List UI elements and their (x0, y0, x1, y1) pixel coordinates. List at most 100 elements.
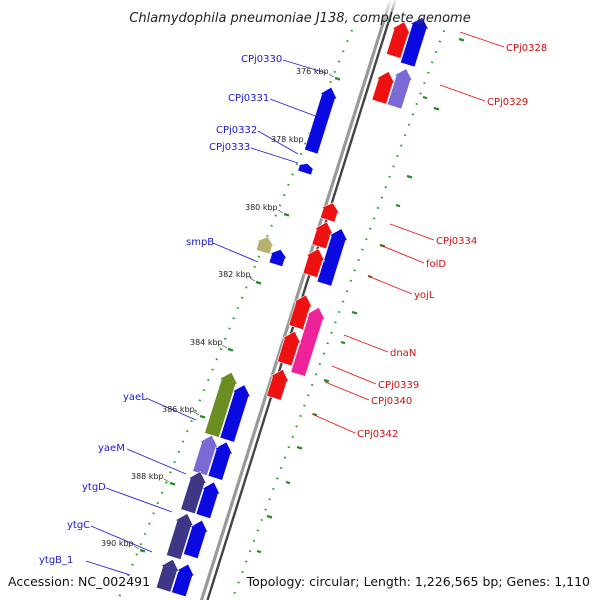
gene-label-cpj0333[interactable]: CPj0333 (209, 142, 250, 153)
gene-label-ytgb-1[interactable]: ytgB_1 (39, 555, 73, 566)
gene-label-cpj0334[interactable]: CPj0334 (436, 236, 477, 247)
kbp-tick-right-8 (266, 514, 273, 519)
gene-label-ytgd[interactable]: ytgD (82, 482, 106, 493)
kbp-label-378: 378 kbp (271, 135, 304, 144)
kbp-label-388: 388 kbp (131, 472, 164, 481)
minor-tick-right-4 (340, 340, 346, 345)
label-line-dnan (343, 334, 389, 353)
gene-arrow-cpj0329-b (386, 68, 413, 110)
gene-arrow-yaem-l (192, 434, 219, 476)
kbp-tick-left-376 (334, 76, 341, 81)
gene-arrow-fold (316, 228, 349, 287)
label-line-cpj0332 (257, 130, 299, 155)
gene-arrow-ytgc (183, 519, 209, 560)
gene-arrow-ytgd-n (180, 471, 208, 515)
kbp-label-382: 382 kbp (218, 270, 251, 279)
gene-arrow-yael-g (204, 371, 239, 438)
gene-arrow-yael (219, 384, 252, 443)
gene-label-dnan[interactable]: dnaN (390, 348, 416, 359)
gene-label-cpj0329[interactable]: CPj0329 (487, 97, 528, 108)
kbp-connector-382 (249, 277, 256, 282)
label-line-cpj0333 (250, 147, 299, 164)
gene-arrow-smpb-k (255, 236, 275, 255)
gene-label-yojl[interactable]: yojL (414, 290, 435, 301)
kbp-label-390: 390 kbp (101, 539, 134, 548)
gene-label-cpj0340[interactable]: CPj0340 (371, 396, 412, 407)
genome-summary-text: Topology: circular; Length: 1,226,565 bp… (246, 574, 590, 589)
gene-label-cpj0330[interactable]: CPj0330 (241, 54, 282, 65)
label-line-fold (379, 244, 425, 264)
kbp-connector-388 (163, 478, 170, 483)
gene-label-cpj0328[interactable]: CPj0328 (506, 43, 547, 54)
gene-arrow-dnan (288, 294, 313, 331)
label-line-ytgb-1 (85, 560, 131, 576)
kbp-tick-left-388 (169, 481, 176, 486)
label-line-cpj0328 (459, 31, 505, 48)
labels-layer: 376 kbp 378 kbp 380 kbp 382 kbp 384 kbp … (39, 43, 547, 566)
gene-arrow-ytgd (195, 481, 221, 519)
title-fade-overlay (0, 0, 600, 24)
label-line-smpb (212, 242, 259, 263)
gene-arrow-ytgb-n (155, 558, 180, 593)
genome-title: Chlamydophila pneumoniae J138, complete … (129, 11, 470, 26)
label-line-cpj0331 (269, 98, 319, 118)
gene-arrow-dnan-p (290, 306, 326, 377)
kbp-ticks-layer (133, 37, 465, 554)
kbp-tick-left-390 (139, 548, 146, 553)
gene-arrow-cpj0334-b (311, 221, 334, 250)
gene-arrow-ytgb (171, 563, 195, 598)
gene-label-smpb[interactable]: smpB (186, 237, 214, 248)
gene-label-yaem[interactable]: yaeM (98, 443, 125, 454)
gene-label-fold[interactable]: folD (426, 259, 446, 270)
kbp-tick-left-382 (255, 280, 262, 285)
gene-label-ytgc[interactable]: ytgC (67, 520, 90, 531)
minor-tick-right-7 (256, 549, 262, 554)
gene-label-cpj0339[interactable]: CPj0339 (378, 380, 419, 391)
minor-tick-right-1 (422, 95, 428, 100)
label-line-ytgd (105, 487, 173, 513)
label-line-cpj0329 (439, 84, 486, 102)
label-line-cpj0330 (282, 59, 327, 74)
kbp-tick-left-386 (199, 414, 206, 419)
kbp-connector-390 (133, 545, 140, 550)
kbp-tick-right-1 (458, 37, 465, 42)
label-line-ytgc (90, 525, 153, 553)
kbp-label-380: 380 kbp (245, 203, 278, 212)
gene-arrow-yojl (302, 248, 326, 278)
kbp-tick-right-7 (296, 445, 303, 450)
label-line-yael (145, 397, 197, 421)
minor-tick-right-2 (395, 203, 401, 208)
minor-tick-right-5 (312, 412, 318, 417)
kbp-tick-left-384 (227, 347, 234, 352)
gene-arrow-cpj0328 (385, 21, 411, 59)
kbp-tick-right-2 (433, 106, 440, 111)
gene-label-cpj0342[interactable]: CPj0342 (357, 429, 398, 440)
label-line-yaem (126, 448, 187, 475)
kbp-tick-right-3 (406, 174, 413, 179)
accession-text: Accession: NC_002491 (8, 574, 150, 589)
gene-arrow-smpb (268, 248, 288, 267)
kbp-connector-380 (277, 209, 284, 214)
gene-label-yael[interactable]: yaeL (123, 392, 147, 403)
kbp-tick-right-5 (351, 310, 358, 315)
gene-arrow-cpj0331 (304, 86, 338, 155)
gene-label-cpj0332[interactable]: CPj0332 (216, 125, 257, 136)
label-line-cpj0334 (389, 223, 435, 241)
label-line-yojl (367, 275, 413, 295)
gene-arrow-cpj0334 (319, 202, 341, 223)
label-line-cpj0342 (311, 413, 356, 434)
gene-arrow-ytgc-n (166, 513, 194, 560)
kbp-connector-376 (328, 73, 335, 78)
ruler-dots-right (230, 19, 450, 600)
label-lines-layer (85, 31, 505, 576)
gene-arrow-cpj0342 (266, 368, 290, 401)
gene-label-cpj0331[interactable]: CPj0331 (228, 93, 269, 104)
genes-layer (155, 16, 430, 598)
kbp-label-376: 376 kbp (296, 67, 329, 76)
kbp-connector-384 (221, 344, 228, 349)
gene-arrow-cpj0333 (297, 163, 315, 176)
minor-tick-right-6 (285, 480, 291, 485)
gene-arrow-yaem (207, 441, 234, 481)
